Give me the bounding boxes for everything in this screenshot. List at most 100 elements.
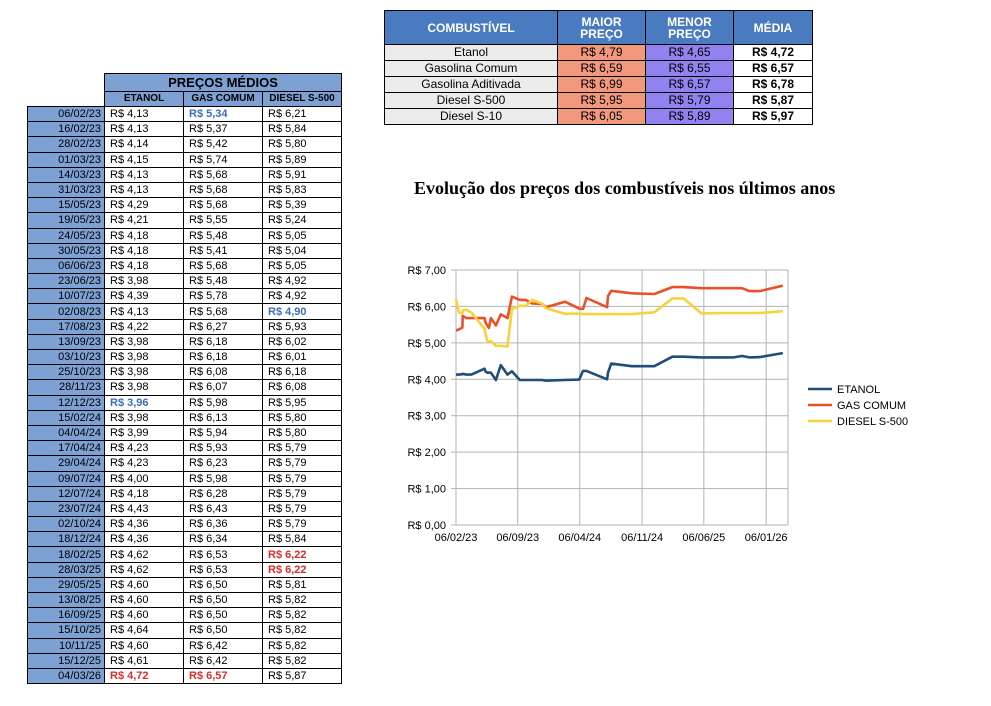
summary-menor-cell: R$ 4,65 [645, 44, 734, 61]
price-cell-diesel: R$ 5,80 [262, 136, 342, 153]
price-cell-diesel: R$ 5,82 [262, 637, 342, 654]
history-row: 23/07/24 R$ 4,43 R$ 6,43 R$ 5,79 [27, 500, 342, 517]
history-row: 24/05/23 R$ 4,18 R$ 5,48 R$ 5,05 [27, 227, 342, 244]
price-cell-etanol: R$ 4,14 [104, 136, 184, 153]
x-tick-label: 06/02/23 [435, 532, 478, 544]
price-cell-gas: R$ 6,57 [183, 667, 263, 685]
price-cell-etanol: R$ 4,60 [104, 576, 184, 593]
price-cell-etanol: R$ 3,98 [104, 364, 184, 380]
price-cell-diesel: R$ 5,91 [262, 166, 342, 183]
price-cell-diesel: R$ 5,81 [262, 576, 342, 593]
price-cell-etanol: R$ 4,23 [104, 440, 184, 456]
price-cell-diesel: R$ 5,05 [262, 257, 342, 274]
y-tick-label: R$ 5,00 [407, 338, 446, 350]
history-row: 12/12/23 R$ 3,96 R$ 5,98 R$ 5,95 [27, 394, 342, 411]
row-date: 02/08/23 [27, 303, 105, 320]
price-cell-diesel: R$ 5,80 [262, 424, 342, 441]
price-cell-diesel: R$ 6,18 [262, 364, 342, 380]
series-line-diesel-s-500 [454, 297, 783, 348]
history-row: 06/06/23 R$ 4,18 R$ 5,68 R$ 5,05 [27, 257, 342, 274]
price-cell-gas: R$ 5,55 [183, 212, 263, 228]
price-cell-etanol: R$ 4,13 [104, 181, 184, 198]
row-date: 14/03/23 [27, 166, 105, 183]
y-tick-label: R$ 0,00 [407, 520, 446, 532]
row-date: 10/11/25 [27, 637, 105, 654]
price-cell-gas: R$ 5,42 [183, 136, 263, 153]
history-row: 30/05/23 R$ 4,18 R$ 5,41 R$ 5,04 [27, 242, 342, 259]
history-row: 31/03/23 R$ 4,13 R$ 5,68 R$ 5,83 [27, 181, 342, 198]
history-row: 13/08/25 R$ 4,60 R$ 6,50 R$ 5,82 [27, 591, 342, 608]
price-cell-diesel: R$ 5,82 [262, 622, 342, 639]
price-cell-gas: R$ 6,07 [183, 379, 263, 396]
history-row: 06/02/23 R$ 4,13 R$ 5,34 R$ 6,21 [27, 105, 342, 122]
row-date: 13/09/23 [27, 333, 105, 350]
history-row: 17/04/24 R$ 4,23 R$ 5,93 R$ 5,79 [27, 440, 342, 456]
price-cell-gas: R$ 6,34 [183, 531, 263, 547]
price-cell-etanol: R$ 4,62 [104, 561, 184, 578]
price-cell-gas: R$ 5,68 [183, 166, 263, 183]
summary-menor-cell: R$ 6,55 [645, 60, 734, 77]
row-date: 24/05/23 [27, 227, 105, 244]
price-cell-diesel: R$ 6,02 [262, 333, 342, 350]
price-cell-gas: R$ 5,41 [183, 242, 263, 259]
row-date: 31/03/23 [27, 181, 105, 198]
price-cell-etanol: R$ 4,36 [104, 516, 184, 532]
summary-menor-cell: R$ 6,57 [645, 76, 734, 93]
price-cell-diesel: R$ 4,92 [262, 288, 342, 304]
history-row: 13/09/23 R$ 3,98 R$ 6,18 R$ 6,02 [27, 333, 342, 350]
price-cell-gas: R$ 6,43 [183, 500, 263, 517]
price-cell-gas: R$ 6,13 [183, 409, 263, 426]
price-history-table: PREÇOS MÉDIOS ETANOL GAS COMUM DIESEL S-50… [27, 73, 342, 685]
row-date: 02/10/24 [27, 516, 105, 532]
price-cell-gas: R$ 5,68 [183, 303, 263, 320]
row-date: 16/02/23 [27, 121, 105, 137]
summary-fuel-cell: Diesel S-10 [384, 108, 558, 125]
summary-maior-cell: R$ 6,99 [557, 76, 646, 93]
row-date: 06/06/23 [27, 257, 105, 274]
price-cell-etanol: R$ 4,18 [104, 485, 184, 502]
row-date: 28/02/23 [27, 136, 105, 153]
legend-label: ETANOL [837, 384, 880, 396]
price-cell-etanol: R$ 4,61 [104, 652, 184, 669]
history-row: 16/02/23 R$ 4,13 R$ 5,37 R$ 5,84 [27, 121, 342, 137]
price-cell-diesel: R$ 5,93 [262, 318, 342, 335]
summary-maior-cell: R$ 6,59 [557, 60, 646, 77]
y-tick-label: R$ 3,00 [407, 411, 446, 423]
summary-fuel-cell: Diesel S-500 [384, 92, 558, 109]
summary-row: Gasolina Comum R$ 6,59 R$ 6,55 R$ 6,57 [384, 60, 813, 77]
price-cell-gas: R$ 6,27 [183, 318, 263, 335]
price-cell-gas: R$ 6,18 [183, 348, 263, 365]
price-cell-gas: R$ 6,42 [183, 637, 263, 654]
price-cell-etanol: R$ 3,98 [104, 273, 184, 289]
history-row: 19/05/23 R$ 4,21 R$ 5,55 R$ 5,24 [27, 212, 342, 228]
summary-media-cell: R$ 4,72 [733, 44, 813, 61]
price-cell-etanol: R$ 4,29 [104, 197, 184, 213]
price-cell-etanol: R$ 4,62 [104, 546, 184, 563]
price-cell-diesel: R$ 5,89 [262, 151, 342, 168]
history-row: 04/03/26 R$ 4,72 R$ 6,57 R$ 5,87 [27, 667, 342, 685]
price-cell-etanol: R$ 3,98 [104, 409, 184, 426]
x-tick-label: 06/01/26 [745, 532, 788, 544]
history-row: 18/02/25 R$ 4,62 R$ 6,53 R$ 6,22 [27, 546, 342, 563]
history-row: 14/03/23 R$ 4,13 R$ 5,68 R$ 5,91 [27, 166, 342, 183]
row-date: 16/09/25 [27, 607, 105, 623]
price-cell-etanol: R$ 3,96 [104, 394, 184, 411]
history-row: 28/03/25 R$ 4,62 R$ 6,53 R$ 6,22 [27, 561, 342, 578]
summary-row: Etanol R$ 4,79 R$ 4,65 R$ 4,72 [384, 44, 813, 61]
row-date: 18/02/25 [27, 546, 105, 563]
price-cell-etanol: R$ 4,18 [104, 227, 184, 244]
history-row: 28/02/23 R$ 4,14 R$ 5,42 R$ 5,80 [27, 136, 342, 153]
history-row: 09/07/24 R$ 4,00 R$ 5,98 R$ 5,79 [27, 470, 342, 487]
summary-fuel-cell: Gasolina Comum [384, 60, 558, 77]
price-cell-etanol: R$ 4,43 [104, 500, 184, 517]
row-date: 17/08/23 [27, 318, 105, 335]
price-cell-gas: R$ 5,98 [183, 470, 263, 487]
history-row: 02/08/23 R$ 4,13 R$ 5,68 R$ 4,90 [27, 303, 342, 320]
price-cell-gas: R$ 6,36 [183, 516, 263, 532]
price-cell-etanol: R$ 4,60 [104, 591, 184, 608]
history-row: 04/04/24 R$ 3,99 R$ 5,94 R$ 5,80 [27, 424, 342, 441]
price-cell-etanol: R$ 4,18 [104, 242, 184, 259]
row-date: 15/10/25 [27, 622, 105, 639]
price-cell-gas: R$ 5,94 [183, 424, 263, 441]
price-cell-diesel: R$ 5,79 [262, 470, 342, 487]
